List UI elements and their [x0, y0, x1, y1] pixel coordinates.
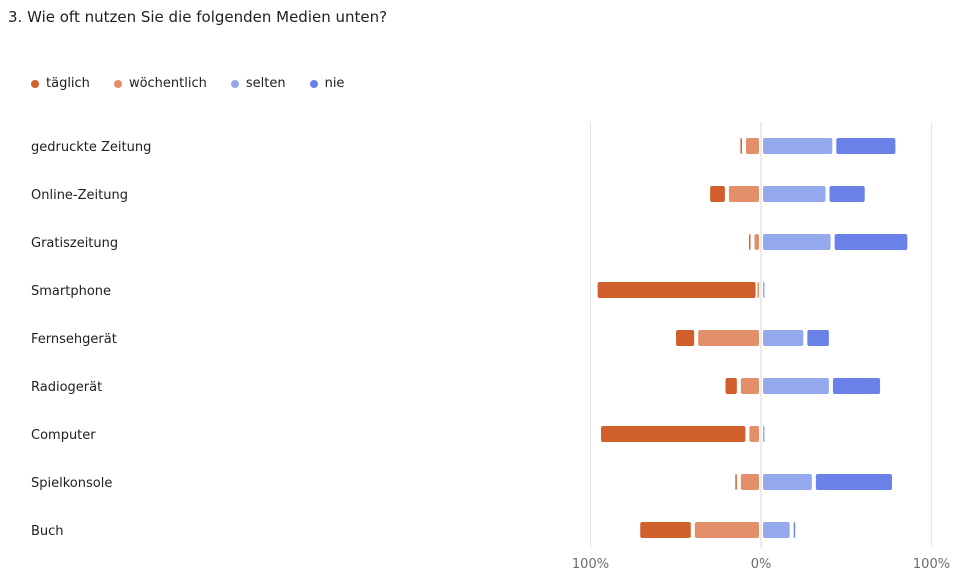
bar-nie [832, 378, 881, 394]
legend-item-taeglich: täglich [31, 76, 90, 91]
legend-item-woechentlich: wöchentlich [113, 76, 207, 91]
x-tick-label: 100% [572, 557, 609, 572]
bar-wöchentlich [698, 330, 759, 346]
bar-täglich [676, 330, 695, 346]
question-title: 3. Wie oft nutzen Sie die folgenden Medi… [8, 8, 388, 26]
bar-wöchentlich [694, 522, 759, 538]
bar-selten [763, 378, 829, 394]
legend-label-nie: nie [324, 76, 345, 91]
legend-item-nie: nie [309, 76, 345, 91]
category-label: Online-Zeitung [31, 188, 128, 203]
x-tick-label: 100% [913, 557, 950, 572]
bar-selten [763, 234, 831, 250]
category-label: Smartphone [31, 284, 111, 299]
bar-täglich [601, 426, 746, 442]
category-label: gedruckte Zeitung [31, 140, 151, 155]
bar-selten [763, 282, 765, 298]
bar-nie [834, 234, 908, 250]
bar-nie [829, 186, 865, 202]
bar-nie [836, 138, 896, 154]
bar-täglich [710, 186, 725, 202]
legend-item-selten: selten [230, 76, 286, 91]
bar-wöchentlich [740, 474, 759, 490]
bar-täglich [740, 138, 742, 154]
category-label: Buch [31, 524, 64, 539]
category-label: Radiogerät [31, 380, 102, 395]
legend-dot-selten [230, 79, 239, 88]
bar-wöchentlich [728, 186, 759, 202]
legend-label-taeglich: täglich [46, 76, 90, 91]
bar-selten [763, 330, 804, 346]
bar-selten [763, 138, 833, 154]
bar-wöchentlich [740, 378, 759, 394]
bar-täglich [640, 522, 691, 538]
bar-wöchentlich [749, 426, 759, 442]
category-label: Gratiszeitung [31, 236, 118, 251]
bar-wöchentlich [754, 234, 759, 250]
bar-selten [763, 186, 826, 202]
category-label: Computer [31, 428, 96, 443]
bar-selten [763, 522, 790, 538]
bar-nie [793, 522, 796, 538]
category-label: Fernsehgerät [31, 332, 117, 347]
bar-täglich [735, 474, 737, 490]
bar-selten [763, 426, 765, 442]
bar-nie [815, 474, 892, 490]
bar-täglich [597, 282, 756, 298]
legend-label-selten: selten [245, 76, 286, 91]
bar-täglich [748, 234, 751, 250]
category-label: Spielkonsole [31, 476, 112, 491]
bar-täglich [725, 378, 737, 394]
bar-selten [763, 474, 812, 490]
bar-wöchentlich [757, 282, 759, 298]
chart-legend: täglich wöchentlich selten nie [31, 76, 368, 91]
legend-dot-nie [309, 79, 318, 88]
bar-wöchentlich [745, 138, 759, 154]
legend-dot-taeglich [31, 79, 39, 88]
legend-label-woechentlich: wöchentlich [128, 76, 207, 91]
legend-dot-woechentlich [113, 79, 122, 88]
x-tick-label: 0% [751, 557, 772, 572]
bar-nie [807, 330, 829, 346]
